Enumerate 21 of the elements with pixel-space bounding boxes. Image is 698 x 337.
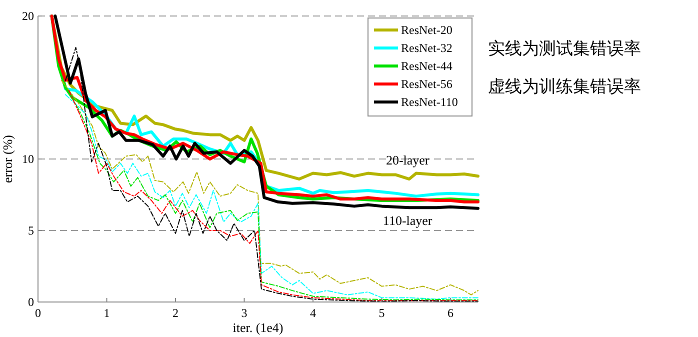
legend-label: ResNet-44	[401, 59, 452, 73]
x-axis-title: iter. (1e4)	[232, 320, 284, 335]
y-axis-title: error (%)	[0, 135, 15, 183]
x-tick-label: 1	[104, 306, 110, 320]
text: 虚线为训练集错误率	[488, 77, 641, 97]
y-tick-label: 10	[22, 152, 34, 166]
legend-label: ResNet-56	[401, 77, 452, 91]
legend-label: ResNet-20	[401, 23, 452, 37]
legend-label: ResNet-32	[401, 41, 452, 55]
x-tick-label: 4	[310, 306, 316, 320]
y-tick-label: 5	[28, 224, 34, 238]
annotation: 20-layer	[386, 152, 430, 168]
y-tick-label: 20	[22, 9, 34, 23]
y-tick-label: 0	[28, 295, 34, 309]
x-tick-label: 3	[241, 306, 248, 320]
text: 实线为测试集错误率	[488, 39, 641, 59]
x-tick-label: 6	[448, 306, 454, 320]
annotation: 110-layer	[382, 212, 433, 228]
x-tick-label: 5	[378, 306, 385, 320]
legend-label: ResNet-110	[401, 95, 458, 109]
x-tick-label: 2	[172, 306, 178, 320]
